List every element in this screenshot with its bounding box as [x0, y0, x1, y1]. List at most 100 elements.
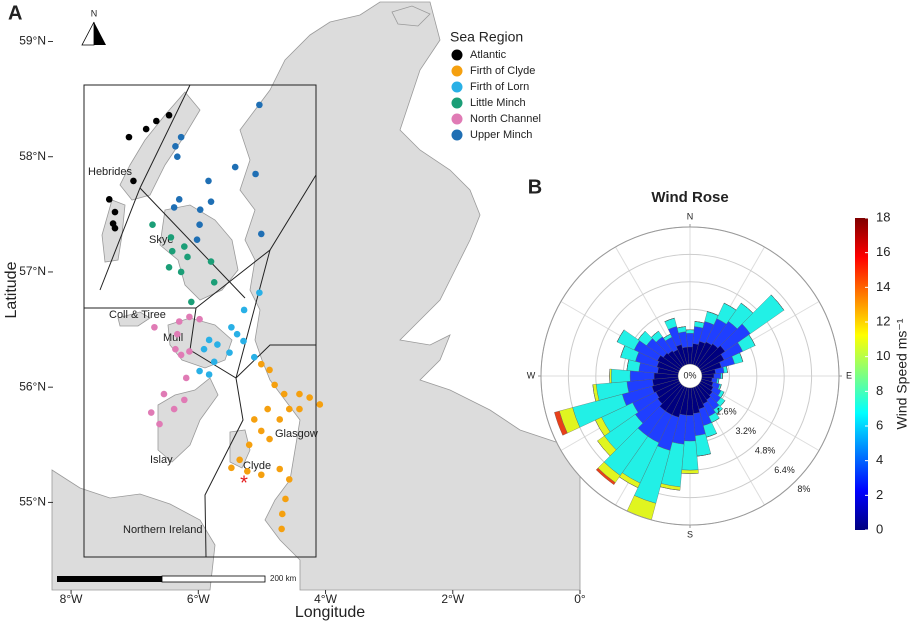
sample-point	[316, 401, 324, 408]
sample-point	[160, 390, 168, 398]
scale-bar-white	[161, 575, 266, 583]
chart-title: Wind Rose	[651, 189, 728, 206]
sample-point	[200, 345, 208, 353]
sample-point	[256, 289, 263, 296]
sample-point	[111, 224, 119, 232]
place-label: Clyde	[243, 460, 271, 472]
sample-point	[196, 367, 203, 375]
scale-label: 200 km	[270, 574, 297, 583]
sample-point	[257, 427, 265, 435]
y-tick-label: 57°N	[19, 264, 46, 278]
sample-point	[181, 243, 188, 250]
sample-point	[231, 163, 239, 171]
sample-point	[276, 416, 284, 423]
x-tick-label: 8°W	[60, 592, 83, 606]
rose-segment	[620, 345, 625, 358]
sample-point	[193, 236, 201, 243]
sample-point	[174, 330, 181, 338]
x-axis-label: Longitude	[295, 604, 365, 621]
ring-label: 1.6%	[716, 407, 737, 417]
legend-marker	[451, 113, 463, 125]
sample-point	[142, 125, 150, 133]
sample-point	[276, 465, 284, 473]
orkney	[391, 5, 431, 27]
sample-point	[214, 341, 221, 348]
rose-segment	[681, 440, 699, 471]
region-boundaries	[83, 84, 317, 558]
rose-segment	[554, 410, 568, 436]
colorbar-tick-label: 14	[876, 279, 890, 294]
y-tick-label: 55°N	[19, 495, 46, 509]
sample-point	[296, 390, 303, 398]
sample-point	[264, 405, 271, 413]
sample-point	[257, 230, 265, 238]
colorbar-label: Wind Speed ms⁻¹	[894, 318, 910, 429]
sample-point	[177, 268, 185, 276]
sample-point	[130, 177, 137, 185]
legend-marker	[451, 49, 463, 61]
legend-marker	[451, 97, 463, 109]
sample-point	[250, 416, 258, 423]
sample-point	[245, 441, 253, 449]
legend-title: Sea Region	[450, 29, 523, 45]
mainland	[239, 1, 581, 591]
sample-point	[266, 435, 273, 443]
sample-point	[285, 405, 293, 413]
place-label: Coll & Tiree	[109, 309, 166, 321]
rose-segment	[592, 384, 596, 402]
scale-bar: 200 km	[57, 574, 297, 583]
sample-point	[170, 405, 178, 413]
sample-point	[167, 234, 175, 241]
map-panel: * 200 km N Hebrides Skye Coll & Tiree Mu…	[3, 1, 581, 621]
ring-label: 4.8%	[755, 445, 776, 455]
sample-point	[149, 221, 156, 229]
sample-point	[186, 348, 193, 355]
y-axis-label: Latitude	[3, 261, 20, 318]
x-tick-label: 2°W	[441, 592, 464, 606]
ring-label: 6.4%	[774, 465, 795, 475]
ring-label: 8%	[797, 484, 810, 494]
sample-point	[243, 468, 251, 475]
panel-label: A	[8, 2, 22, 24]
direction-label: S	[687, 529, 693, 539]
sample-point	[278, 510, 286, 518]
region-line	[139, 187, 246, 299]
rose-segment	[706, 433, 717, 438]
study-site-marker: *	[240, 472, 248, 494]
sample-point	[168, 247, 176, 255]
rose-segment	[681, 469, 699, 474]
legend-marker	[451, 81, 463, 93]
direction-label: W	[527, 370, 536, 380]
sample-point	[196, 221, 203, 229]
sample-point	[236, 456, 243, 464]
rose-segment	[723, 302, 737, 311]
x-tick-label: 6°W	[187, 592, 210, 606]
sample-point	[147, 409, 155, 416]
place-label: Skye	[149, 234, 173, 246]
colorbar-tick-label: 6	[876, 417, 883, 432]
direction-label: N	[687, 211, 694, 221]
legend-label: North Channel	[470, 113, 541, 125]
place-label: Northern Ireland	[123, 524, 203, 536]
sample-point	[186, 313, 193, 321]
sample-point	[228, 323, 235, 331]
rose-segment	[719, 384, 722, 390]
legend-marker	[451, 65, 463, 77]
y-tick-label: 59°N	[19, 34, 46, 48]
ring-label: 3.2%	[735, 426, 756, 436]
sample-point	[278, 525, 285, 533]
sample-point	[252, 170, 259, 178]
colorbar-tick-label: 0	[876, 521, 883, 536]
north-arrow-left	[81, 21, 95, 46]
sample-point	[240, 306, 248, 314]
rose-segment	[616, 329, 625, 343]
sample-point	[165, 111, 173, 119]
legend-marker	[451, 129, 463, 141]
sample-point	[257, 471, 265, 479]
rose-segment	[609, 368, 612, 384]
sample-point	[240, 337, 247, 345]
sample-point	[250, 353, 258, 361]
direction-label: E	[846, 370, 852, 380]
region-line	[84, 174, 317, 309]
rose-segment	[637, 331, 646, 340]
